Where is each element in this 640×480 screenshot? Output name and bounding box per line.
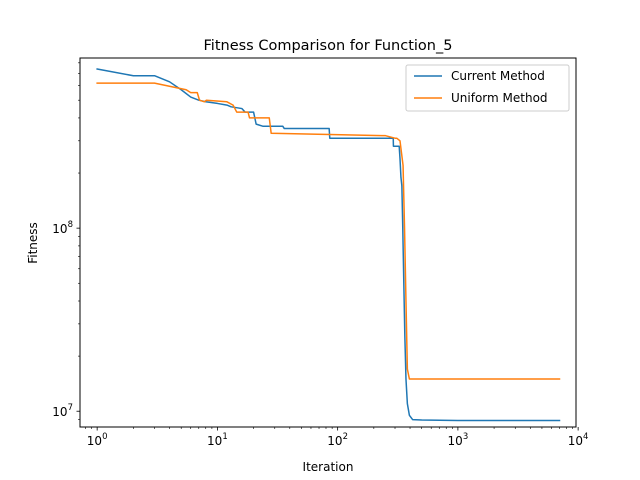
legend-label-current-method: Current Method [451,69,545,83]
x-axis-label: Iteration [303,460,354,474]
x-tick-exponent: 4 [583,432,588,442]
x-tick-exponent: 2 [343,432,348,442]
x-tick-exponent: 0 [102,432,107,442]
x-tick-exponent: 1 [222,432,227,442]
legend-box [405,64,570,112]
y-tick-exponent: 8 [68,220,73,230]
legend-label-uniform-method: Uniform Method [451,91,548,105]
series-line-uniform-method [96,82,561,380]
y-axis-label: Fitness [26,222,40,264]
chart-title: Fitness Comparison for Function_5 [204,38,453,54]
legend: Current Method Uniform Method [405,64,570,112]
series-layer [96,68,561,422]
plot-frame [79,57,577,428]
x-tick-exponent: 3 [463,432,468,442]
x-minor-ticks [85,427,573,429]
plot-area [80,58,576,427]
y-tick-exponent: 7 [68,403,73,413]
